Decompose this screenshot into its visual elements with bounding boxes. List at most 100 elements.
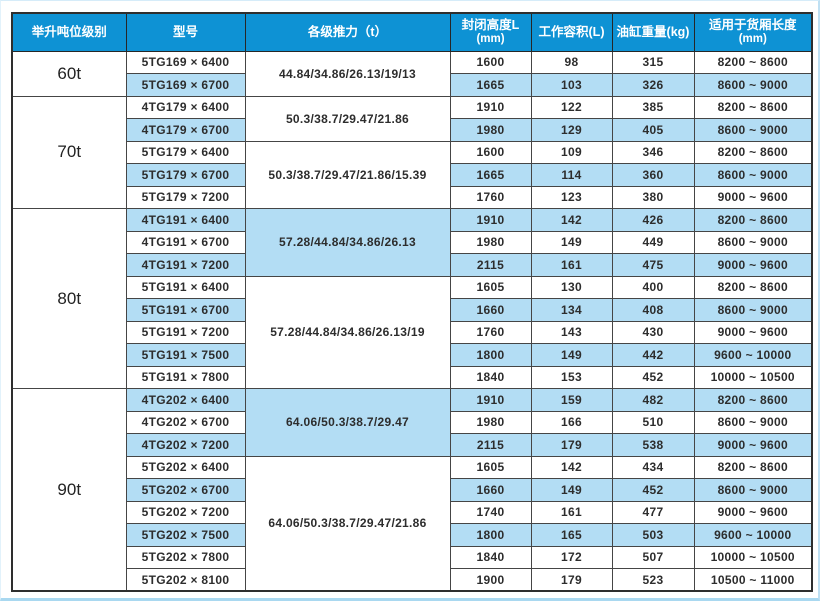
- weight-cell: 405: [611, 118, 695, 142]
- thrust-cell: 50.3/38.7/29.47/21.86: [244, 95, 451, 142]
- height-cell: 1800: [449, 343, 532, 367]
- column-header-closed-height-unit: (mm): [476, 32, 505, 45]
- weight-cell: 523: [611, 568, 695, 592]
- model-cell: 5TG191 × 6400: [125, 275, 246, 299]
- model-cell: 4TG202 × 7200: [125, 433, 246, 457]
- cargo-cell: 8600 ~ 9000: [693, 118, 813, 142]
- height-cell: 1910: [449, 208, 532, 232]
- weight-cell: 482: [611, 388, 695, 412]
- volume-cell: 149: [530, 343, 613, 367]
- model-cell: 5TG202 × 8100: [125, 568, 246, 592]
- weight-cell: 426: [611, 208, 695, 232]
- model-cell: 5TG202 × 7500: [125, 523, 246, 547]
- weight-cell: 315: [611, 50, 695, 74]
- height-cell: 1665: [449, 163, 532, 187]
- table-row: 4TG191 × 6700 1980 149 449 8600 ~ 9000: [12, 230, 813, 254]
- table-row: 5TG202 × 6400 64.06/50.3/38.7/29.47/21.8…: [12, 455, 813, 592]
- height-cell: 1760: [449, 320, 532, 344]
- volume-cell: 98: [530, 50, 613, 74]
- cargo-cell: 10000 ~ 10500: [693, 365, 813, 389]
- column-header-model: 型号: [125, 12, 246, 52]
- weight-cell: 430: [611, 320, 695, 344]
- thrust-cell: 50.3/38.7/29.47/21.86/15.39: [244, 140, 451, 209]
- weight-cell: 507: [611, 545, 695, 569]
- column-header-cargo-length-unit: (mm): [738, 32, 767, 45]
- cargo-cell: 8200 ~ 8600: [693, 50, 813, 74]
- table-row: 5TG191 × 6400 57.28/44.84/34.86/26.13/19…: [12, 275, 813, 389]
- table-row: 5TG202 × 7200 1740 161 477 9000 ~ 9600: [12, 500, 813, 524]
- volume-cell: 129: [530, 118, 613, 142]
- cargo-cell: 8200 ~ 8600: [693, 140, 813, 164]
- table-row: 90t 4TG202 × 6400 64.06/50.3/38.7/29.47 …: [11, 388, 813, 592]
- weight-cell: 503: [611, 523, 695, 547]
- cargo-cell: 9000 ~ 9600: [693, 433, 813, 457]
- thrust-cell: 44.84/34.86/26.13/19/13: [244, 50, 451, 97]
- thrust-cell: 57.28/44.84/34.86/26.13/19: [244, 275, 451, 389]
- model-cell: 5TG169 × 6400: [125, 50, 246, 74]
- height-cell: 1600: [449, 50, 532, 74]
- volume-cell: 161: [530, 500, 613, 524]
- table-row: 5TG202 × 8100 1900 179 523 10500 ~ 11000: [12, 568, 813, 592]
- volume-cell: 165: [530, 523, 613, 547]
- height-cell: 1600: [449, 140, 532, 164]
- volume-cell: 143: [530, 320, 613, 344]
- model-cell: 5TG202 × 7800: [125, 545, 246, 569]
- cargo-cell: 8600 ~ 9000: [693, 73, 813, 97]
- cargo-cell: 9000 ~ 9600: [693, 185, 813, 209]
- model-cell: 5TG179 × 7200: [125, 185, 246, 209]
- model-cell: 5TG202 × 6400: [125, 455, 246, 479]
- column-header-cargo-length-label: 适用于货厢长度: [708, 18, 797, 33]
- height-cell: 1605: [449, 275, 532, 299]
- table-row: 5TG191 × 7200 1760 143 430 9000 ~ 9600: [12, 320, 813, 344]
- cargo-cell: 9600 ~ 10000: [693, 343, 813, 367]
- weight-cell: 434: [611, 455, 695, 479]
- model-cell: 4TG191 × 6400: [125, 208, 246, 232]
- column-header-tonnage: 举升吨位级别: [11, 12, 127, 52]
- weight-cell: 385: [611, 95, 695, 119]
- cargo-cell: 9000 ~ 9600: [693, 500, 813, 524]
- weight-cell: 408: [611, 298, 695, 322]
- table-row: 80t 4TG191 × 6400 57.28/44.84/34.86/26.1…: [11, 208, 813, 389]
- weight-cell: 360: [611, 163, 695, 187]
- table-row: 4TG202 × 7200 2115 179 538 9000 ~ 9600: [12, 433, 813, 457]
- thrust-cell: 64.06/50.3/38.7/29.47: [244, 388, 451, 457]
- height-cell: 2115: [449, 433, 532, 457]
- column-header-cargo-length: 适用于货厢长度 (mm): [693, 12, 813, 52]
- volume-cell: 179: [530, 568, 613, 592]
- model-cell: 4TG179 × 6400: [125, 95, 246, 119]
- cargo-cell: 9000 ~ 9600: [693, 320, 813, 344]
- cargo-cell: 8200 ~ 8600: [693, 95, 813, 119]
- volume-cell: 149: [530, 478, 613, 502]
- cargo-cell: 8600 ~ 9000: [693, 230, 813, 254]
- table-row: 5TG202 × 7500 1800 165 503 9600 ~ 10000: [12, 523, 813, 547]
- column-header-closed-height-label: 封闭高度L: [461, 18, 520, 33]
- height-cell: 1900: [449, 568, 532, 592]
- table-row: 5TG191 × 6700 1660 134 408 8600 ~ 9000: [12, 298, 813, 322]
- weight-cell: 449: [611, 230, 695, 254]
- cargo-cell: 8200 ~ 8600: [693, 455, 813, 479]
- table-row: 60t 5TG169 × 6400 44.84/34.86/26.13/19/1…: [11, 50, 813, 97]
- cargo-cell: 10000 ~ 10500: [693, 545, 813, 569]
- tonnage-cell: 80t: [11, 208, 127, 389]
- height-cell: 1660: [449, 298, 532, 322]
- model-cell: 5TG191 × 7500: [125, 343, 246, 367]
- table-row: 5TG202 × 7800 1840 172 507 10000 ~ 10500: [12, 545, 813, 569]
- column-header-cylinder-weight: 油缸重量(kg): [611, 12, 695, 52]
- model-cell: 5TG202 × 6700: [125, 478, 246, 502]
- model-cell: 4TG202 × 6400: [125, 388, 246, 412]
- cargo-cell: 9600 ~ 10000: [693, 523, 813, 547]
- volume-cell: 179: [530, 433, 613, 457]
- volume-cell: 172: [530, 545, 613, 569]
- cargo-cell: 8200 ~ 8600: [693, 388, 813, 412]
- tonnage-cell: 60t: [11, 50, 127, 97]
- volume-cell: 130: [530, 275, 613, 299]
- height-cell: 1910: [449, 95, 532, 119]
- cargo-cell: 8600 ~ 9000: [693, 163, 813, 187]
- model-cell: 5TG179 × 6400: [125, 140, 246, 164]
- model-cell: 5TG169 × 6700: [125, 73, 246, 97]
- weight-cell: 326: [611, 73, 695, 97]
- height-cell: 2115: [449, 253, 532, 277]
- volume-cell: 166: [530, 410, 613, 434]
- column-header-thrust: 各级推力（t）: [244, 12, 451, 52]
